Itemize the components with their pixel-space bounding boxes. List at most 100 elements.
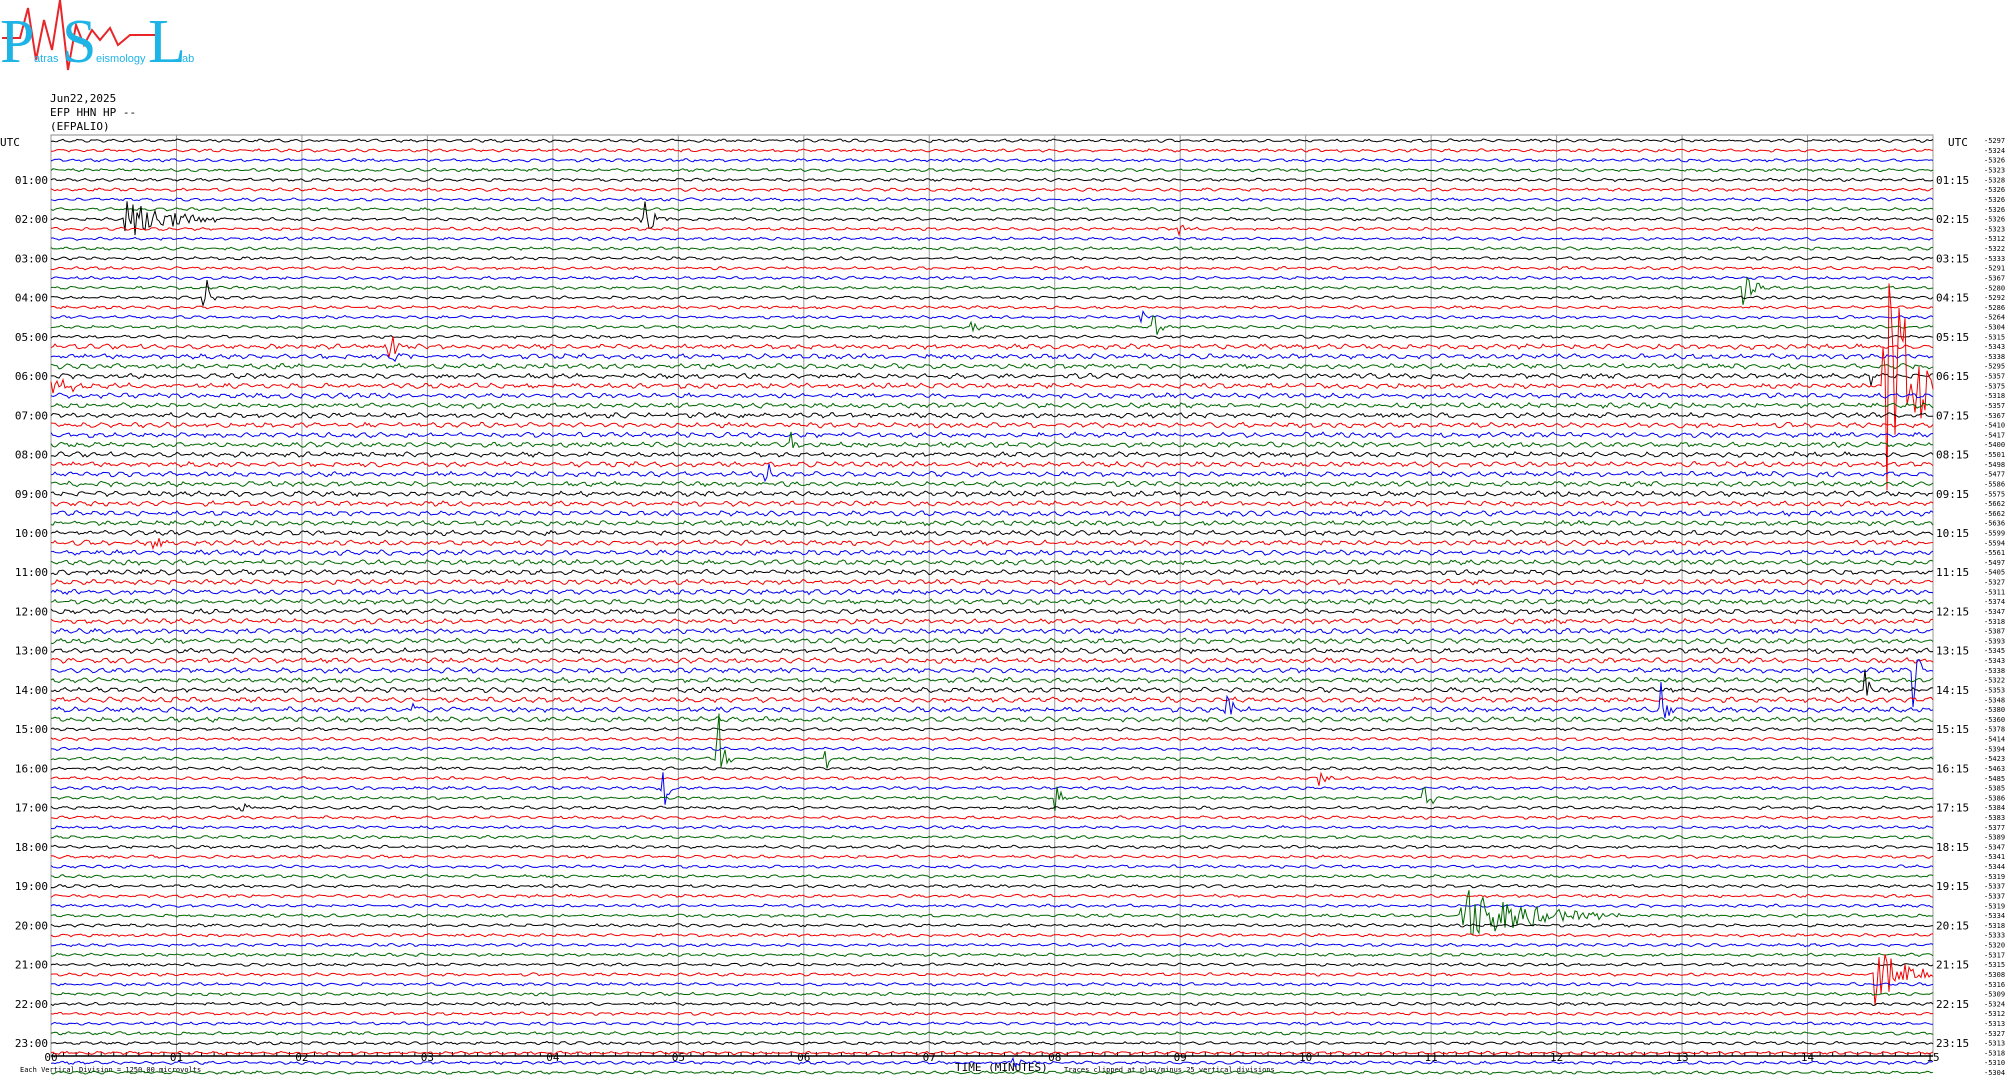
trace (50, 578, 1934, 586)
trace (50, 411, 1933, 419)
trace-label: -5323 (1984, 167, 2005, 175)
trace (51, 148, 1934, 153)
trace (50, 696, 1934, 704)
logo-wave (2, 0, 160, 71)
trace (50, 138, 1934, 143)
trace (50, 392, 1934, 400)
x-tick-label: 14 (1801, 1051, 1815, 1064)
hour-label: 20:00 (15, 919, 48, 932)
trace-label: -5286 (1984, 304, 2005, 312)
trace-label: -5315 (1984, 961, 2005, 969)
trace-label: -5400 (1984, 441, 2005, 449)
trace-label: -5586 (1984, 480, 2005, 488)
trace-label: -5319 (1984, 873, 2005, 881)
right-title: UTC (1948, 136, 1968, 149)
trace (50, 786, 1934, 811)
x-tick-label: 01 (170, 1051, 183, 1064)
trace (50, 981, 1934, 987)
trace-label: -5326 (1984, 206, 2005, 214)
trace (50, 864, 1934, 869)
hour-label: 17:15 (1936, 802, 1969, 815)
hour-label: 09:00 (15, 488, 48, 501)
trace-label: -5318 (1984, 1049, 2005, 1057)
trace-label: -5323 (1984, 225, 2005, 233)
hour-label: 13:15 (1936, 645, 1969, 658)
hour-label: 12:15 (1936, 605, 1969, 618)
trace (50, 942, 1934, 948)
trace (50, 903, 1934, 909)
hour-label: 09:15 (1936, 488, 1969, 501)
trace-label: -5341 (1984, 853, 2005, 861)
division-note: Each Vertical Division = 1250.00 microvo… (20, 1066, 201, 1074)
trace (50, 883, 1934, 889)
trace (50, 158, 1934, 163)
trace-label: -5575 (1984, 490, 2005, 498)
hour-label: 04:00 (15, 292, 48, 305)
x-tick-label: 03 (421, 1051, 434, 1064)
hour-label: 14:00 (15, 684, 48, 697)
trace-label: -5410 (1984, 422, 2005, 430)
trace-label: -5380 (1984, 706, 2005, 714)
trace (50, 451, 1934, 458)
trace-label: -5338 (1984, 667, 2005, 675)
hour-label: 18:15 (1936, 841, 1969, 854)
trace (50, 746, 1934, 752)
hour-label: 13:00 (15, 645, 48, 658)
trace-label: -5477 (1984, 471, 2005, 479)
trace-label: -5333 (1984, 255, 2005, 263)
trace-label: -5393 (1984, 637, 2005, 645)
trace-label: -5338 (1984, 353, 2005, 361)
trace (50, 952, 1934, 958)
date: Jun22,2025 (50, 92, 116, 105)
trace (50, 558, 1934, 566)
trace (50, 509, 1934, 517)
trace-label: -5319 (1984, 902, 2005, 910)
trace-label: -5312 (1984, 235, 2005, 243)
trace (50, 932, 1934, 938)
trace-label: -5405 (1984, 569, 2005, 577)
trace (50, 657, 1934, 664)
hour-label: 14:15 (1936, 684, 1969, 697)
trace-label: -5374 (1984, 598, 2005, 606)
trace-label: -5309 (1984, 991, 2005, 999)
trace (50, 276, 1934, 305)
trace (50, 460, 1934, 468)
trace (50, 529, 1934, 537)
hour-label: 06:00 (15, 370, 48, 383)
trace (50, 772, 1933, 805)
trace-label: -5313 (1984, 1020, 2005, 1028)
trace (50, 617, 1934, 625)
trace (50, 726, 1934, 732)
trace-label: -5417 (1984, 431, 2005, 439)
trace-label: -5317 (1984, 951, 2005, 959)
trace-label: -5304 (1984, 1069, 2005, 1077)
trace-label: -5423 (1984, 755, 2005, 763)
trace-label: -5386 (1984, 794, 2005, 802)
trace-label: -5383 (1984, 814, 2005, 822)
trace-label: -5343 (1984, 343, 2005, 351)
trace-label: -5463 (1984, 765, 2005, 773)
hour-label: 10:15 (1936, 527, 1969, 540)
trace-label: -5636 (1984, 520, 2005, 528)
trace (50, 431, 1934, 439)
hour-label: 01:15 (1936, 174, 1969, 187)
trace-label: -5385 (1984, 785, 2005, 793)
hour-label: 08:15 (1936, 449, 1969, 462)
trace (50, 480, 1934, 488)
x-tick-label: 13 (1675, 1051, 1688, 1064)
trace (50, 197, 1934, 202)
trace-label: -5310 (1984, 1059, 2005, 1067)
trace (50, 954, 1934, 1006)
trace (50, 187, 1934, 192)
trace (50, 1050, 1934, 1056)
trace-label: -5326 (1984, 186, 2005, 194)
trace-label: -5315 (1984, 333, 2005, 341)
trace (50, 500, 1934, 507)
trace (50, 991, 1934, 997)
trace-label: -5324 (1984, 147, 2005, 155)
hour-label: 07:15 (1936, 409, 1969, 422)
trace-label: -5375 (1984, 382, 2005, 390)
x-title: TIME (MINUTES) (955, 1061, 1048, 1074)
trace-label: -5322 (1984, 677, 2005, 685)
